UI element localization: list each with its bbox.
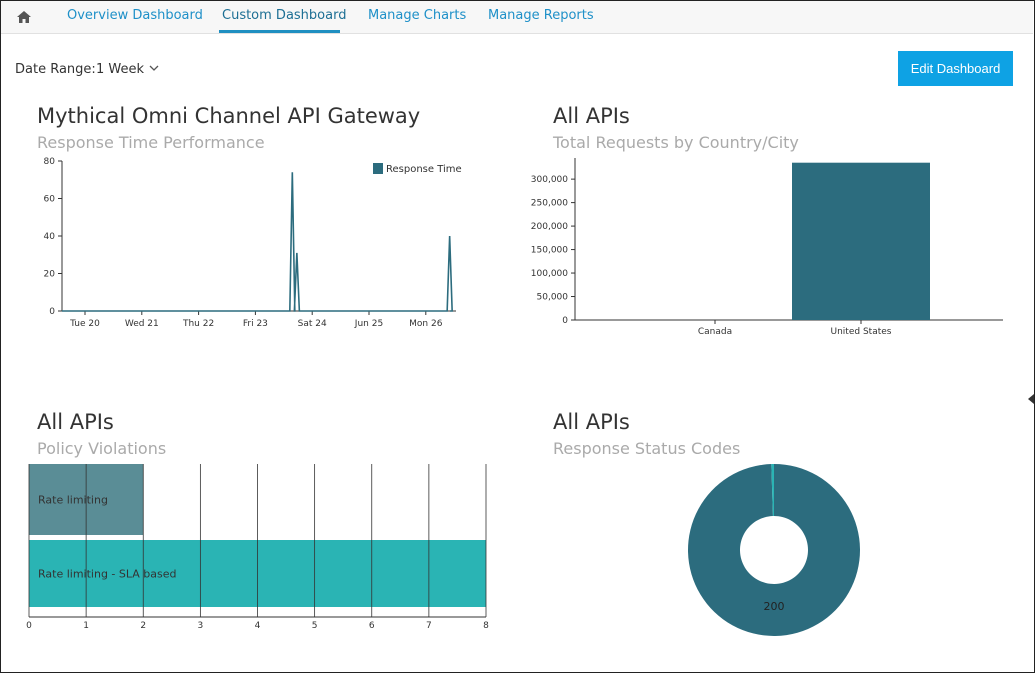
tab-overview-dashboard[interactable]: Overview Dashboard	[67, 8, 203, 23]
y-tick-label: 0	[562, 316, 568, 326]
date-range-label: Date Range:	[15, 62, 96, 77]
top-nav: Overview Dashboard Custom Dashboard Mana…	[1, 1, 1033, 34]
y-tick-label: 200,000	[531, 222, 568, 232]
tab-manage-reports[interactable]: Manage Reports	[488, 8, 594, 23]
y-tick-label: 80	[44, 157, 56, 167]
tab-manage-charts[interactable]: Manage Charts	[368, 8, 467, 23]
y-tick-label: 150,000	[531, 246, 568, 256]
y-tick-label: 60	[44, 195, 56, 205]
legend-swatch	[373, 163, 383, 174]
x-tick-label: 7	[426, 621, 432, 631]
x-tick-label: United States	[831, 327, 892, 337]
x-tick-label: Mon 26	[409, 319, 443, 329]
widget-title-status-codes: All APIs	[553, 410, 630, 434]
pie-slice-other	[771, 464, 774, 517]
y-tick-label: 100,000	[531, 269, 568, 279]
x-tick-label: Thu 22	[182, 319, 214, 329]
bar-label: Rate limiting	[38, 494, 108, 507]
x-tick-label: 2	[140, 621, 146, 631]
bar-label: Rate limiting - SLA based	[38, 568, 176, 581]
x-tick-label: 8	[483, 621, 489, 631]
active-tab-indicator	[219, 30, 340, 33]
chevron-down-icon[interactable]	[149, 64, 159, 72]
pie-label: 200	[764, 600, 785, 613]
widget-subtitle-policy-violations: Policy Violations	[37, 439, 167, 458]
y-tick-label: 40	[44, 232, 56, 242]
edit-dashboard-button[interactable]: Edit Dashboard	[898, 51, 1013, 86]
x-tick-label: 6	[369, 621, 375, 631]
bar-united-states	[792, 162, 930, 320]
y-tick-label: 50,000	[537, 293, 569, 303]
x-tick-label: Jun 25	[354, 319, 383, 329]
y-tick-label: 0	[49, 307, 55, 317]
x-tick-label: 4	[255, 621, 261, 631]
widget-subtitle-response-time: Response Time Performance	[37, 133, 265, 152]
tab-custom-dashboard[interactable]: Custom Dashboard	[222, 8, 347, 23]
sidebar-toggle-icon[interactable]	[1028, 394, 1034, 404]
x-tick-label: Fri 23	[243, 319, 268, 329]
y-tick-label: 250,000	[531, 199, 568, 209]
x-tick-label: 5	[312, 621, 318, 631]
x-tick-label: Wed 21	[125, 319, 159, 329]
x-tick-label: Sat 24	[298, 319, 327, 329]
legend-label: Response Time	[386, 164, 462, 175]
widget-subtitle-total-requests: Total Requests by Country/City	[553, 133, 799, 152]
widget-title-response-time: Mythical Omni Channel API Gateway	[37, 104, 421, 128]
widget-title-policy-violations: All APIs	[37, 410, 114, 434]
series-line-response-time	[62, 172, 453, 312]
x-tick-label: 3	[198, 621, 204, 631]
x-tick-label: 1	[83, 621, 89, 631]
y-tick-label: 20	[44, 270, 56, 280]
pie-slice-200	[688, 464, 861, 637]
x-tick-label: 0	[26, 621, 32, 631]
widget-title-total-requests: All APIs	[553, 104, 630, 128]
home-icon[interactable]	[17, 11, 31, 23]
date-range-select[interactable]: 1 Week	[96, 62, 145, 77]
y-tick-label: 300,000	[531, 175, 568, 185]
x-tick-label: Tue 20	[69, 319, 100, 329]
x-tick-label: Canada	[698, 327, 732, 337]
widget-subtitle-status-codes: Response Status Codes	[553, 439, 741, 458]
